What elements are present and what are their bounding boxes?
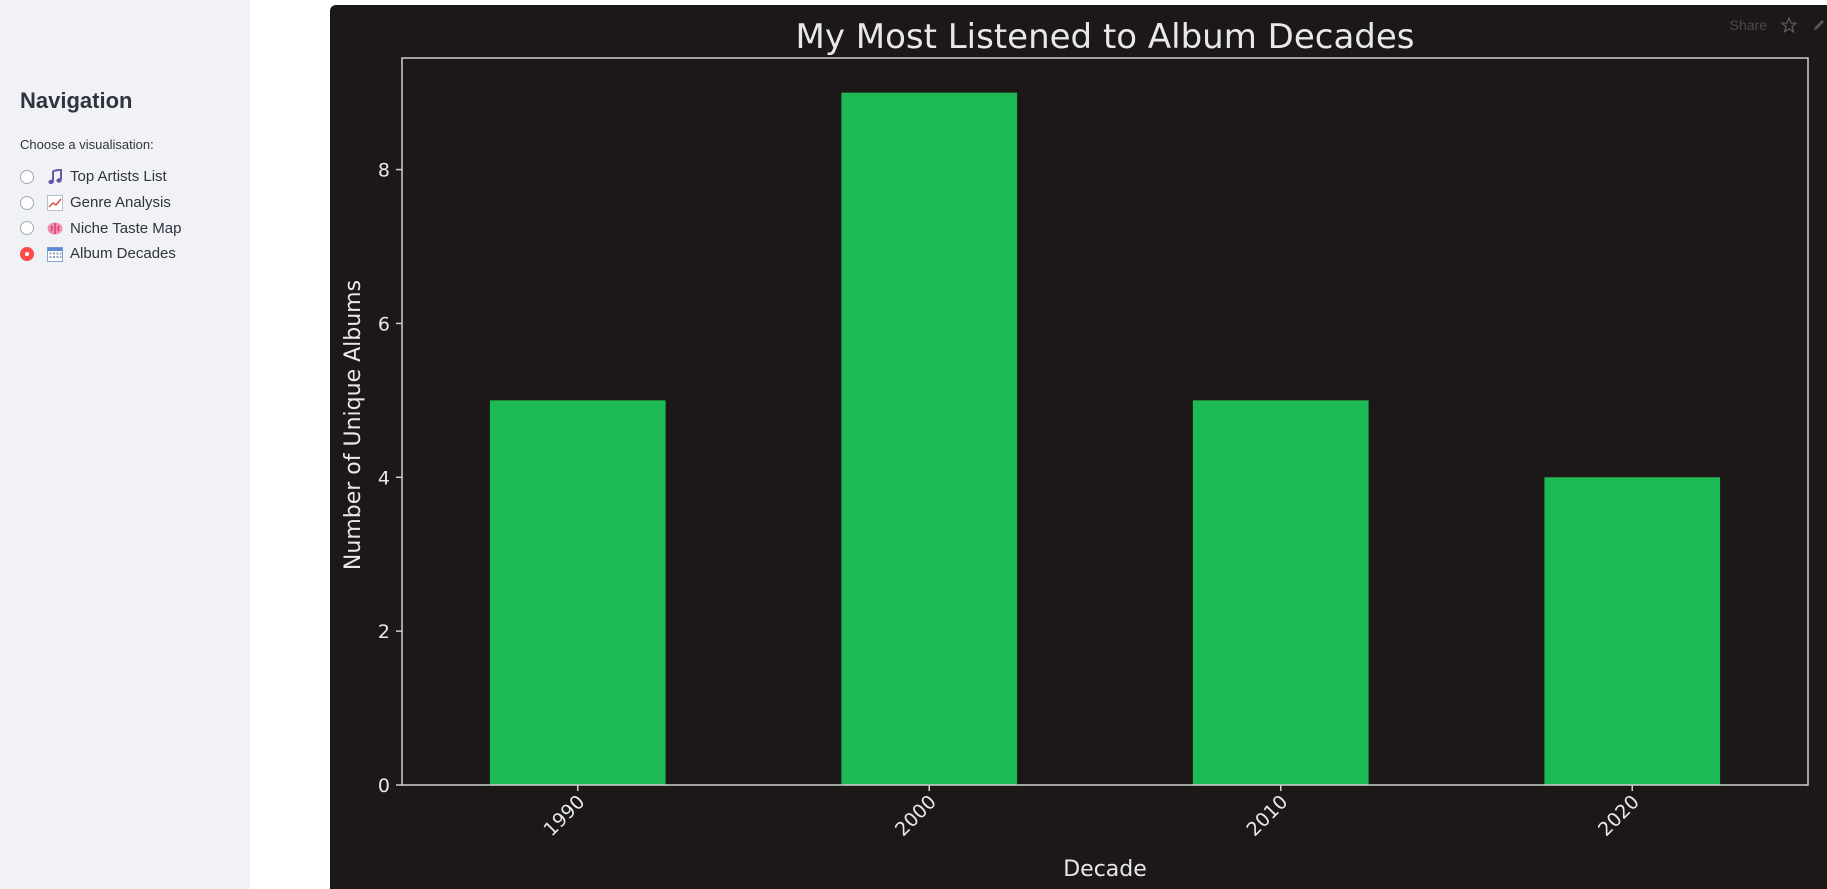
bar-2020 — [1544, 477, 1721, 785]
radio-option-top-artists[interactable]: Top Artists List — [20, 164, 181, 190]
x-axis-label: Decade — [1063, 857, 1147, 882]
share-button[interactable]: Share — [1729, 17, 1767, 33]
brain-icon — [46, 219, 64, 237]
navigation-title: Navigation — [20, 88, 133, 113]
y-tick-label: 8 — [378, 160, 390, 182]
y-tick-label: 2 — [378, 621, 390, 643]
radio-label: Genre Analysis — [70, 194, 171, 212]
radio-label: Album Decades — [70, 245, 176, 263]
x-tick-label: 2010 — [1243, 791, 1293, 841]
radio-button-selected[interactable] — [20, 246, 34, 261]
x-tick-label: 2000 — [891, 791, 941, 841]
star-icon[interactable] — [1781, 17, 1797, 33]
y-axis-label: Number of Unique Albums — [341, 280, 366, 570]
radio-label: Niche Taste Map — [70, 219, 182, 237]
radio-caption: Choose a visualisation: — [20, 137, 154, 152]
radio-button[interactable] — [20, 195, 34, 210]
bar-2010 — [1192, 400, 1369, 785]
radio-option-album-decades[interactable]: Album Decades — [20, 241, 181, 267]
chart-increasing-icon — [46, 194, 64, 212]
y-tick-label: 6 — [378, 313, 390, 335]
radio-button[interactable] — [20, 221, 34, 236]
chart-title: My Most Listened to Album Decades — [795, 17, 1414, 57]
y-tick-label: 0 — [378, 775, 390, 797]
x-tick-label: 2020 — [1594, 791, 1644, 841]
plot-frame — [401, 57, 1809, 786]
radio-option-genre-analysis[interactable]: Genre Analysis — [20, 190, 181, 216]
bar-2000 — [841, 92, 1018, 786]
x-tick-label: 1990 — [540, 791, 590, 841]
y-tick-label: 4 — [378, 467, 390, 489]
bars-layer — [489, 92, 1721, 786]
musical-note-icon — [46, 168, 64, 186]
radio-button[interactable] — [20, 169, 34, 184]
radio-label: Top Artists List — [70, 168, 167, 186]
bar-chart: My Most Listened to Album Decades 1990 20… — [341, 17, 1809, 882]
pencil-icon[interactable] — [1811, 17, 1827, 33]
chart-container: Share My Most Listened to Album Decades … — [330, 5, 1827, 889]
chart-toolbar: Share — [1730, 17, 1827, 33]
radio-option-niche-taste-map[interactable]: Niche Taste Map — [20, 215, 181, 241]
sidebar: Navigation Choose a visualisation: Top A… — [0, 0, 250, 889]
bar-1990 — [489, 400, 666, 785]
visualisation-radio-group: Top Artists List Genre Analysis Niche Ta… — [20, 164, 181, 267]
calendar-icon — [46, 245, 64, 263]
